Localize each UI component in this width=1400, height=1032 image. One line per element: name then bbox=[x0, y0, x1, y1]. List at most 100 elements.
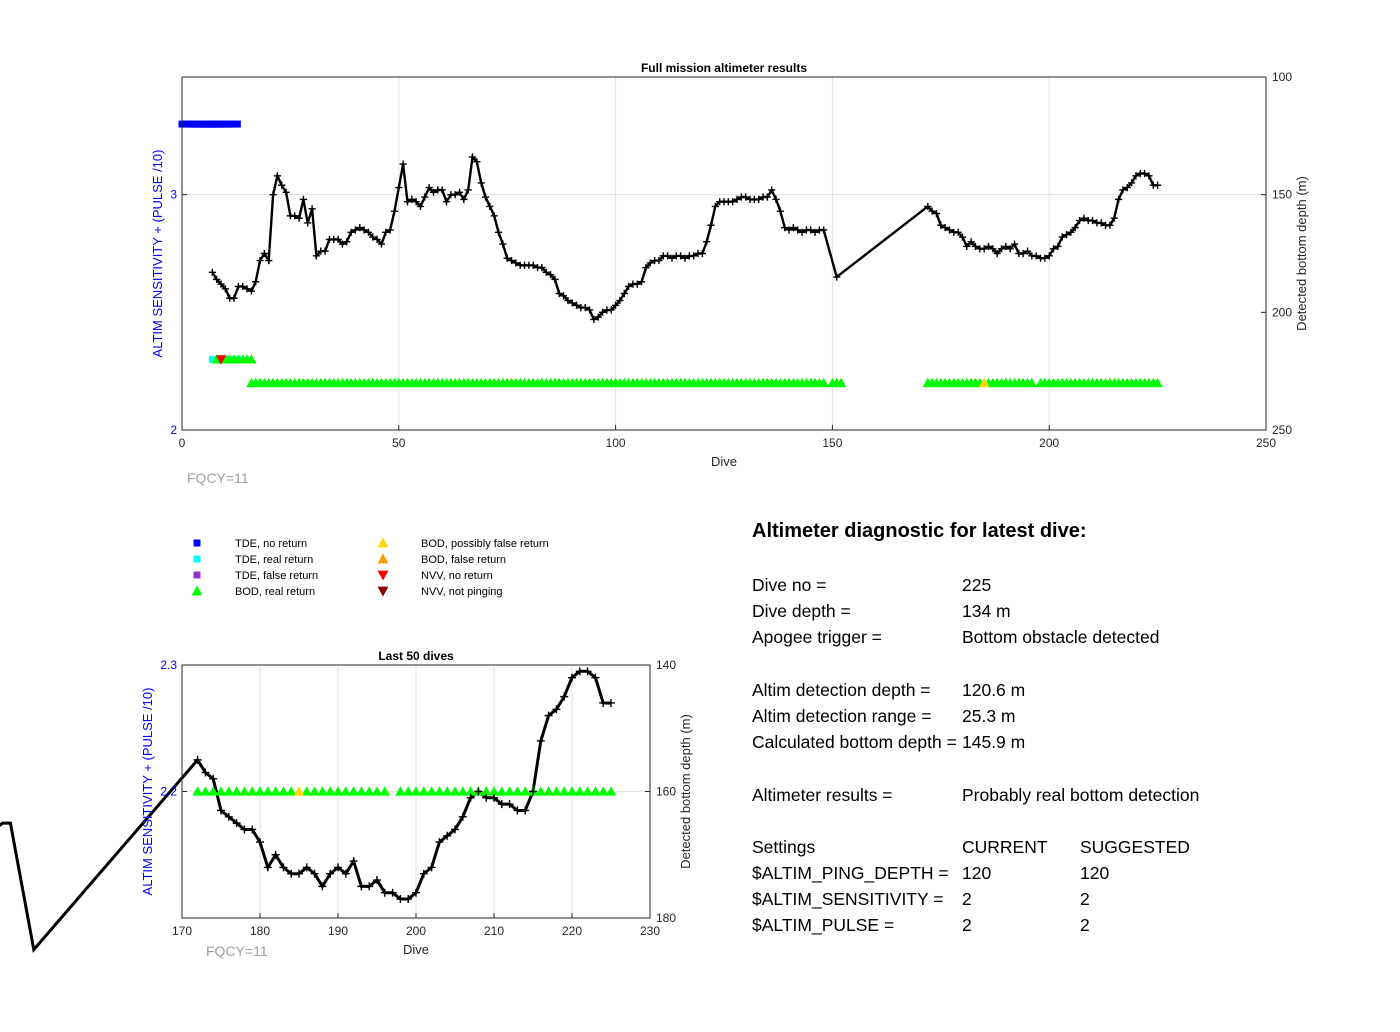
depth-point bbox=[633, 280, 641, 288]
depth-point bbox=[677, 252, 685, 260]
depth-point bbox=[481, 193, 490, 201]
depth-point bbox=[304, 219, 312, 227]
depth-point bbox=[503, 254, 511, 262]
depth-point bbox=[924, 202, 932, 211]
dive-depth-label: Dive depth = bbox=[752, 601, 851, 622]
x-axis-label: Dive bbox=[711, 454, 737, 469]
legend-marker-tde-no-return bbox=[193, 539, 201, 547]
depth-point bbox=[224, 812, 233, 821]
depth-point bbox=[386, 226, 394, 234]
legend-marker-nvv-no-return bbox=[377, 570, 389, 581]
depth-point bbox=[209, 774, 218, 783]
bod-real-return-marker bbox=[449, 786, 461, 796]
depth-point bbox=[967, 238, 975, 246]
altim-depth-value: 120.6 m bbox=[962, 679, 1026, 700]
x-tick-label: 250 bbox=[1256, 436, 1276, 450]
depth-point bbox=[443, 831, 452, 840]
depth-point bbox=[310, 869, 319, 878]
depth-point bbox=[468, 153, 477, 161]
depth-point bbox=[1075, 216, 1084, 225]
depth-point bbox=[239, 282, 247, 291]
depth-point bbox=[1154, 181, 1162, 189]
depth-point bbox=[399, 160, 407, 168]
bod-real-return-marker bbox=[1026, 377, 1038, 388]
depth-point bbox=[559, 292, 568, 300]
depth-point bbox=[1054, 242, 1062, 251]
depth-point bbox=[1002, 242, 1010, 251]
depth-point bbox=[733, 195, 741, 203]
depth-point bbox=[646, 259, 654, 267]
setting-row-sensitivity: $ALTIM_SENSITIVITY = 2 2 bbox=[752, 886, 1372, 912]
bod-real-return-marker bbox=[403, 786, 414, 796]
bod-real-return-marker bbox=[465, 786, 476, 796]
bod-real-return-marker bbox=[418, 786, 429, 796]
results-row: Altimeter results = Probably real bottom… bbox=[752, 782, 1372, 808]
depth-point bbox=[1049, 245, 1058, 253]
bod-real-return-marker bbox=[426, 786, 437, 796]
depth-point bbox=[1058, 233, 1066, 241]
depth-point bbox=[980, 245, 988, 253]
calc-depth-row: Calculated bottom depth = 145.9 m bbox=[752, 729, 1372, 755]
bod-marker bbox=[978, 377, 990, 388]
depth-point bbox=[435, 838, 444, 847]
depth-point bbox=[989, 245, 997, 253]
depth-point bbox=[729, 198, 737, 206]
depth-point bbox=[564, 296, 572, 305]
bod-real-return-marker bbox=[348, 786, 359, 796]
y-right-tick-label: 250 bbox=[1272, 423, 1292, 437]
bod-real-return-marker bbox=[434, 786, 445, 796]
y-left-tick-label: 2.3 bbox=[160, 658, 177, 672]
apogee-label: Apogee trigger = bbox=[752, 627, 882, 648]
bod-real-return-marker bbox=[574, 786, 585, 796]
depth-point bbox=[512, 259, 520, 267]
chart-title: Last 50 dives bbox=[378, 649, 454, 663]
depth-point bbox=[1132, 172, 1140, 180]
depth-point bbox=[984, 242, 993, 251]
depth-point bbox=[937, 221, 945, 229]
bod-real-return-marker bbox=[278, 786, 289, 796]
depth-point bbox=[373, 235, 381, 243]
legend-label-bod-false-return: BOD, false return bbox=[421, 554, 506, 566]
x-tick-label: 180 bbox=[250, 924, 270, 938]
bod-real-return-marker bbox=[410, 786, 422, 796]
depth-point bbox=[707, 221, 715, 229]
bod-real-return-marker bbox=[301, 786, 312, 796]
depth-point bbox=[318, 882, 327, 891]
depth-point bbox=[794, 226, 802, 234]
bod-real-return-marker bbox=[520, 786, 531, 796]
depth-point bbox=[555, 289, 563, 298]
x-tick-label: 200 bbox=[1039, 436, 1059, 450]
depth-point bbox=[620, 289, 628, 298]
settings-header-row: Settings CURRENT SUGGESTED bbox=[752, 834, 1372, 860]
full-mission-chart: 0 50 100 150 200 250 2 3 100 150 200 250 Full missio… bbox=[150, 61, 1309, 486]
setting-row-ping-depth: $ALTIM_PING_DEPTH = 120 120 bbox=[752, 860, 1372, 886]
legend-marker-bod-possibly-false-return bbox=[377, 537, 389, 548]
bod-real-return-marker bbox=[395, 786, 406, 796]
depth-point bbox=[513, 806, 522, 815]
depth-point bbox=[598, 308, 607, 316]
depth-point bbox=[575, 667, 584, 676]
depth-point bbox=[494, 228, 503, 236]
x-tick-label: 230 bbox=[640, 924, 660, 938]
bod-real-return-marker bbox=[246, 354, 257, 364]
depth-point bbox=[412, 888, 420, 897]
chart-title: Full mission altimeter results bbox=[641, 61, 807, 75]
bod-real-return-marker bbox=[208, 786, 219, 796]
altim-range-value: 25.3 m bbox=[962, 705, 1016, 726]
last-50-dives-chart: 170 180 190 200 210 220 230 2.2 2.3 140 160 180 Last… bbox=[0, 649, 693, 959]
depth-point bbox=[698, 249, 706, 258]
depth-point bbox=[551, 275, 559, 283]
depth-point bbox=[295, 869, 303, 878]
depth-point bbox=[458, 812, 467, 821]
depth-point bbox=[416, 202, 425, 211]
bod-real-return-marker bbox=[364, 786, 375, 796]
depth-point bbox=[1140, 169, 1149, 178]
depth-point bbox=[213, 275, 221, 283]
depth-point bbox=[1019, 249, 1027, 258]
depth-point bbox=[451, 825, 459, 834]
bod-real-return-marker bbox=[200, 786, 211, 796]
depth-point bbox=[193, 755, 202, 764]
depth-point bbox=[334, 863, 342, 872]
bod-real-return-marker bbox=[317, 786, 328, 796]
depth-point bbox=[1114, 195, 1123, 203]
